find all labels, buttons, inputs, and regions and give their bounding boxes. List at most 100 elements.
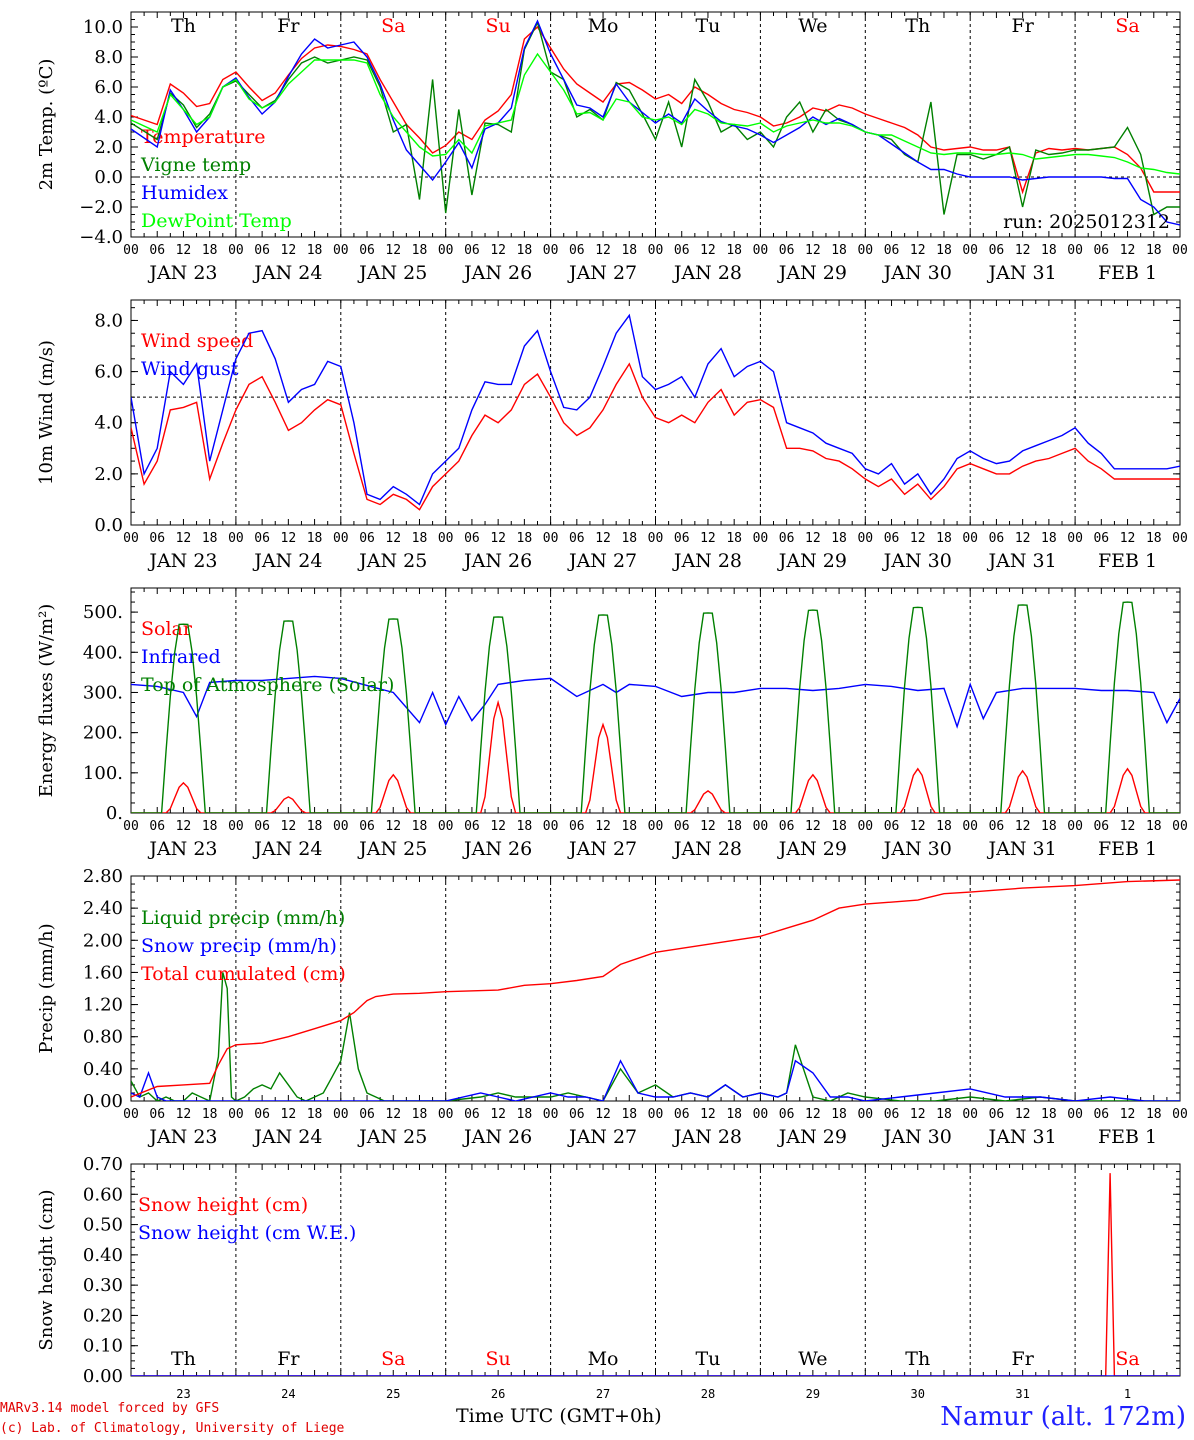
- hour-tick-label: 00: [962, 531, 978, 546]
- day-name-label: Th: [905, 1348, 930, 1370]
- legend-entry: Total cumulated (cm): [141, 963, 346, 985]
- hour-tick-label: 06: [149, 819, 165, 834]
- hour-tick-label: 18: [831, 243, 847, 258]
- hour-tick-label: 12: [490, 1107, 506, 1122]
- hour-tick-label: 06: [149, 531, 165, 546]
- hour-tick-label: 12: [490, 243, 506, 258]
- hour-tick-label: 18: [307, 243, 323, 258]
- y-tick-label: 2.80: [83, 866, 123, 887]
- hour-tick-label: 18: [307, 531, 323, 546]
- hour-tick-label: 00: [648, 819, 664, 834]
- hour-tick-label: 12: [595, 243, 611, 258]
- y-tick-label: 0.70: [83, 1154, 123, 1175]
- hour-tick-label: 18: [202, 531, 218, 546]
- hour-tick-label: 12: [176, 243, 192, 258]
- hour-tick-label: 12: [176, 1107, 192, 1122]
- hour-tick-label: 12: [910, 1107, 926, 1122]
- date-label: JAN 25: [357, 262, 427, 284]
- hour-tick-label: 06: [674, 819, 690, 834]
- y-tick-label: 6.0: [94, 362, 123, 383]
- y-tick-label: −2.0: [79, 197, 123, 218]
- hour-tick-label: 18: [936, 1107, 952, 1122]
- y-tick-label: 4.0: [94, 413, 123, 434]
- panel-2: 8.0 6.0 4.0 2.0 0.0 10m Wind (m/s) 00 06 12 18 JAN…: [36, 299, 1188, 572]
- date-label: JAN 30: [882, 262, 952, 284]
- y-axis-label: Snow height (cm): [36, 1189, 57, 1350]
- date-label: JAN 27: [567, 838, 637, 860]
- day-name-label: Sa: [381, 15, 405, 37]
- lab-credit: (c) Lab. of Climatology, University of L…: [0, 1421, 345, 1436]
- legend-entry: Liquid precip (mm/h): [141, 907, 345, 929]
- y-axis-label: 2m Temp. (ºC): [36, 59, 57, 191]
- date-label: JAN 28: [672, 262, 742, 284]
- y-tick-label: 100.: [83, 763, 123, 784]
- hour-tick-label: 12: [281, 819, 297, 834]
- day-name-label: We: [798, 15, 827, 37]
- hour-tick-label: 00: [857, 531, 873, 546]
- hour-tick-label: 06: [989, 531, 1005, 546]
- date-label: FEB 1: [1098, 550, 1157, 572]
- hour-tick-label: 12: [176, 819, 192, 834]
- hour-tick-label: 00: [543, 243, 559, 258]
- hour-tick-label: 06: [254, 243, 270, 258]
- plot-frame: [130, 299, 1181, 526]
- day-number-label: 25: [386, 1387, 400, 1401]
- day-number-label: 23: [176, 1387, 190, 1401]
- plot-frame: [130, 11, 1181, 238]
- day-name-label: We: [798, 1348, 827, 1370]
- hour-tick-label: 18: [412, 531, 428, 546]
- series-line-liquid-precip-mm-h-: [131, 972, 1180, 1101]
- hour-tick-label: 12: [700, 243, 716, 258]
- hour-tick-label: 12: [910, 819, 926, 834]
- day-name-label: Su: [486, 1348, 511, 1370]
- date-label: JAN 31: [987, 262, 1057, 284]
- hour-tick-label: 06: [359, 819, 375, 834]
- hour-tick-label: 06: [989, 243, 1005, 258]
- legend-entry: Top of Atmosphere (Solar): [141, 674, 394, 696]
- day-name-label: Sa: [1115, 1348, 1139, 1370]
- hour-tick-label: 00: [1172, 243, 1188, 258]
- hour-tick-label: 12: [281, 243, 297, 258]
- hour-tick-label: 12: [385, 243, 401, 258]
- hour-tick-label: 00: [648, 1107, 664, 1122]
- hour-tick-label: 18: [621, 819, 637, 834]
- hour-tick-label: 18: [517, 531, 533, 546]
- hour-tick-label: 06: [779, 243, 795, 258]
- y-axis-label: Energy fluxes (W/m²): [36, 604, 57, 798]
- y-tick-label: −4.0: [79, 227, 123, 248]
- date-label: JAN 26: [462, 1126, 532, 1148]
- y-tick-label: 6.0: [94, 77, 123, 98]
- day-name-label: Mo: [588, 15, 619, 37]
- date-label: JAN 29: [777, 550, 847, 572]
- hour-tick-label: 00: [123, 243, 139, 258]
- date-label: JAN 23: [147, 262, 217, 284]
- hour-tick-label: 00: [228, 531, 244, 546]
- hour-tick-label: 18: [936, 243, 952, 258]
- y-tick-label: 1.60: [83, 962, 123, 983]
- legend-entry: Temperature: [141, 126, 265, 148]
- hour-tick-label: 06: [1093, 243, 1109, 258]
- hour-tick-label: 06: [254, 1107, 270, 1122]
- date-label: JAN 24: [252, 262, 322, 284]
- hour-tick-label: 18: [412, 1107, 428, 1122]
- legend-entry: Wind gust: [141, 358, 239, 380]
- hour-tick-label: 00: [438, 531, 454, 546]
- date-label: JAN 27: [567, 262, 637, 284]
- hour-tick-label: 12: [700, 1107, 716, 1122]
- hour-tick-label: 12: [1015, 819, 1031, 834]
- hour-tick-label: 06: [779, 1107, 795, 1122]
- hour-tick-label: 06: [884, 819, 900, 834]
- date-label: JAN 28: [672, 550, 742, 572]
- date-label: JAN 31: [987, 838, 1057, 860]
- hour-tick-label: 00: [543, 1107, 559, 1122]
- hour-tick-label: 18: [936, 819, 952, 834]
- y-tick-label: 0.50: [83, 1215, 123, 1236]
- hour-tick-label: 00: [228, 819, 244, 834]
- hour-tick-label: 12: [805, 531, 821, 546]
- hour-tick-label: 12: [281, 1107, 297, 1122]
- hour-tick-label: 12: [700, 531, 716, 546]
- hour-tick-label: 12: [1120, 819, 1136, 834]
- hour-tick-label: 18: [517, 1107, 533, 1122]
- hour-tick-label: 06: [359, 531, 375, 546]
- y-axis-label: Precip (mm/h): [36, 923, 57, 1053]
